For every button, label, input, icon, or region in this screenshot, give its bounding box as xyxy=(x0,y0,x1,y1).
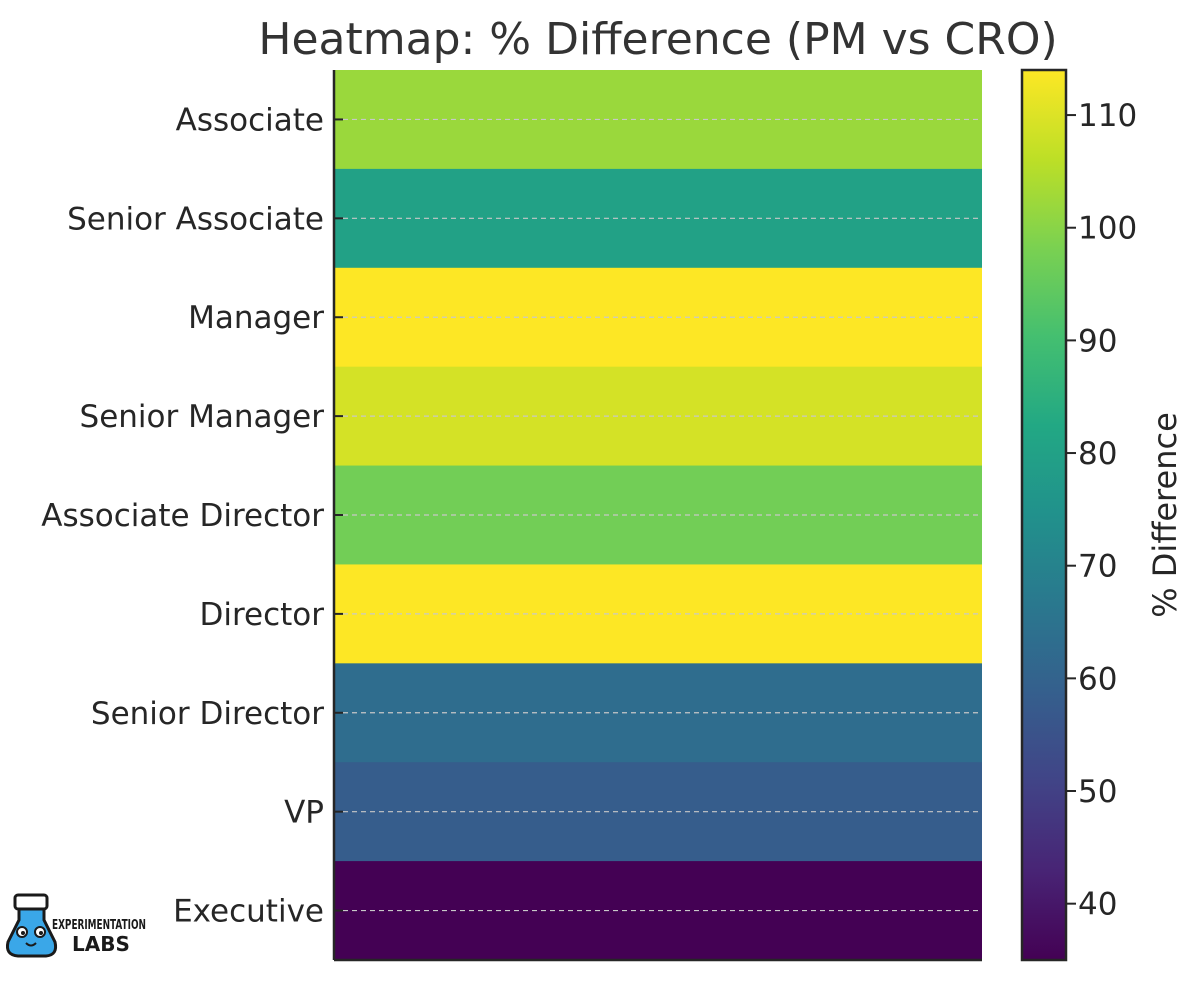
y-label-director: Director xyxy=(199,597,324,633)
flask-smile xyxy=(25,942,37,947)
colorbar-tick-label-100: 100 xyxy=(1078,211,1137,247)
y-axis-labels: Associate Senior Associate Manager Senior M… xyxy=(41,102,324,929)
y-label-senior-director: Senior Director xyxy=(91,696,324,732)
chart-title: Heatmap: % Difference (PM vs CRO) xyxy=(258,14,1057,65)
y-label-senior-manager: Senior Manager xyxy=(80,399,325,435)
gridlines xyxy=(334,118,982,912)
y-label-vp: VP xyxy=(284,795,324,831)
colorbar-tick-label-50: 50 xyxy=(1078,774,1117,810)
colorbar-tick-label-70: 70 xyxy=(1078,549,1117,585)
flask-body xyxy=(6,907,58,958)
experimentation-labs-logo: EXPERIMENTATION LABS xyxy=(6,893,146,958)
colorbar xyxy=(1020,68,1068,962)
colorbar-tick-label-40: 40 xyxy=(1078,887,1117,923)
colorbar-label: % Difference xyxy=(1146,412,1184,618)
colorbar-ticks: 40 50 60 70 80 90 100 110 xyxy=(1066,98,1137,923)
flask-pupil-right xyxy=(39,931,43,935)
y-label-manager: Manager xyxy=(188,300,324,336)
flask-pupil-left xyxy=(21,931,25,935)
colorbar-tick-label-90: 90 xyxy=(1078,323,1117,359)
colorbar-tick-label-60: 60 xyxy=(1078,661,1117,697)
flask-neck xyxy=(13,893,49,911)
logo-line1: EXPERIMENTATION xyxy=(52,918,146,933)
y-label-associate: Associate xyxy=(176,102,324,138)
y-label-executive: Executive xyxy=(173,894,324,930)
y-label-associate-director: Associate Director xyxy=(41,498,324,534)
y-label-senior-associate: Senior Associate xyxy=(67,201,324,237)
logo-line2: LABS xyxy=(72,932,130,956)
colorbar-tick-label-80: 80 xyxy=(1078,436,1117,472)
colorbar-tick-label-110: 110 xyxy=(1078,98,1137,134)
